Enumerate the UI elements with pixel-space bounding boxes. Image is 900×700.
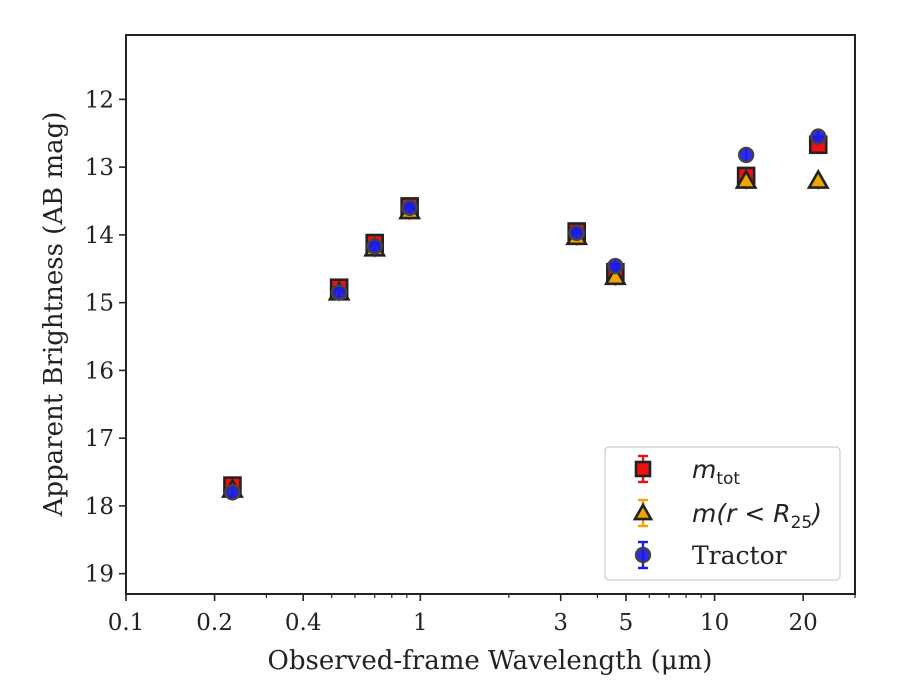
- chart-canvas: 0.1 0.2 0.4 1 3 5 10 201213141516171819 Observe…: [0, 0, 900, 700]
- legend-label: Tractor: [692, 541, 787, 570]
- y-tick-label: 18: [85, 494, 114, 520]
- data-point: [403, 201, 417, 215]
- x-tick-label: 20: [789, 610, 818, 636]
- x-tick-label: 5: [619, 610, 634, 636]
- x-tick-label: 0.4: [285, 610, 322, 636]
- legend-label-sub: 25: [791, 513, 813, 533]
- y-tick-label: 16: [85, 358, 114, 384]
- legend-label-sub: tot: [716, 469, 740, 489]
- y-tick-label: 17: [85, 426, 114, 452]
- data-point: [368, 239, 382, 253]
- data-point: [739, 148, 753, 162]
- legend-label-suffix: ): [810, 499, 822, 528]
- x-tick-label: 3: [553, 610, 568, 636]
- data-point: [570, 226, 584, 240]
- x-axis-title: Observed-frame Wavelength (μm): [268, 646, 713, 676]
- data-point: [332, 285, 346, 299]
- legend-label-main: m(r < R: [692, 499, 791, 528]
- y-tick-label: 12: [85, 87, 114, 113]
- legend-label-main: m: [692, 455, 716, 484]
- x-tick-label: 0.1: [108, 610, 145, 636]
- data-point: [225, 485, 239, 499]
- legend-marker-circle: [636, 548, 650, 562]
- legend: mtot m(r < R25) Tractor: [605, 447, 840, 580]
- x-tick-label: 1: [413, 610, 428, 636]
- y-axis-title: Apparent Brightness (AB mag): [39, 112, 69, 518]
- y-tick-label: 15: [85, 291, 114, 317]
- y-tick-label: 13: [85, 155, 114, 181]
- y-tick-label: 19: [85, 562, 114, 588]
- data-point: [608, 259, 622, 273]
- x-tick-label: 10: [700, 610, 729, 636]
- y-tick-label: 14: [85, 223, 114, 249]
- data-point: [811, 130, 825, 144]
- x-tick-label: 0.2: [196, 610, 233, 636]
- legend-marker-square: [636, 462, 650, 476]
